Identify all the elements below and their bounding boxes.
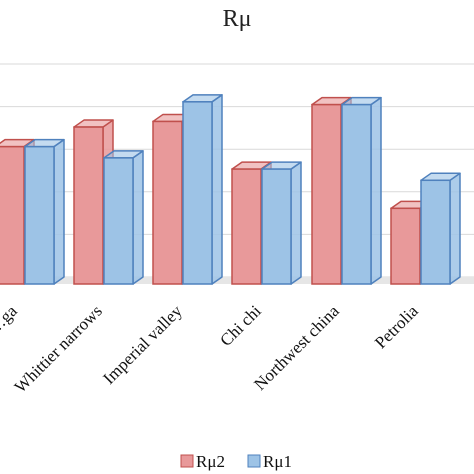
category-label: Whittier narrows [11,301,106,396]
legend-label: Rμ2 [196,452,225,471]
legend-item: Rμ1 [247,452,292,471]
bar-rmu1 [341,96,382,285]
legend-swatch [247,454,261,468]
legend-item: Rμ2 [180,452,225,471]
bar-rmu1 [182,94,223,285]
bars [0,94,461,285]
chart-title: Rμ [223,6,252,32]
category-label: …ga [0,301,21,338]
bar-rmu1 [261,161,302,285]
legend: Rμ2 Rμ1 [180,452,292,471]
bar-rmu1 [103,150,144,285]
category-label: Chi chi [216,301,265,350]
category-label: Imperial valley [99,301,186,388]
legend-swatch [180,454,194,468]
bar-rmu1 [420,172,461,285]
legend-label: Rμ1 [263,452,292,471]
category-label: Petrolia [371,301,422,352]
bar-rmu1 [24,138,65,285]
